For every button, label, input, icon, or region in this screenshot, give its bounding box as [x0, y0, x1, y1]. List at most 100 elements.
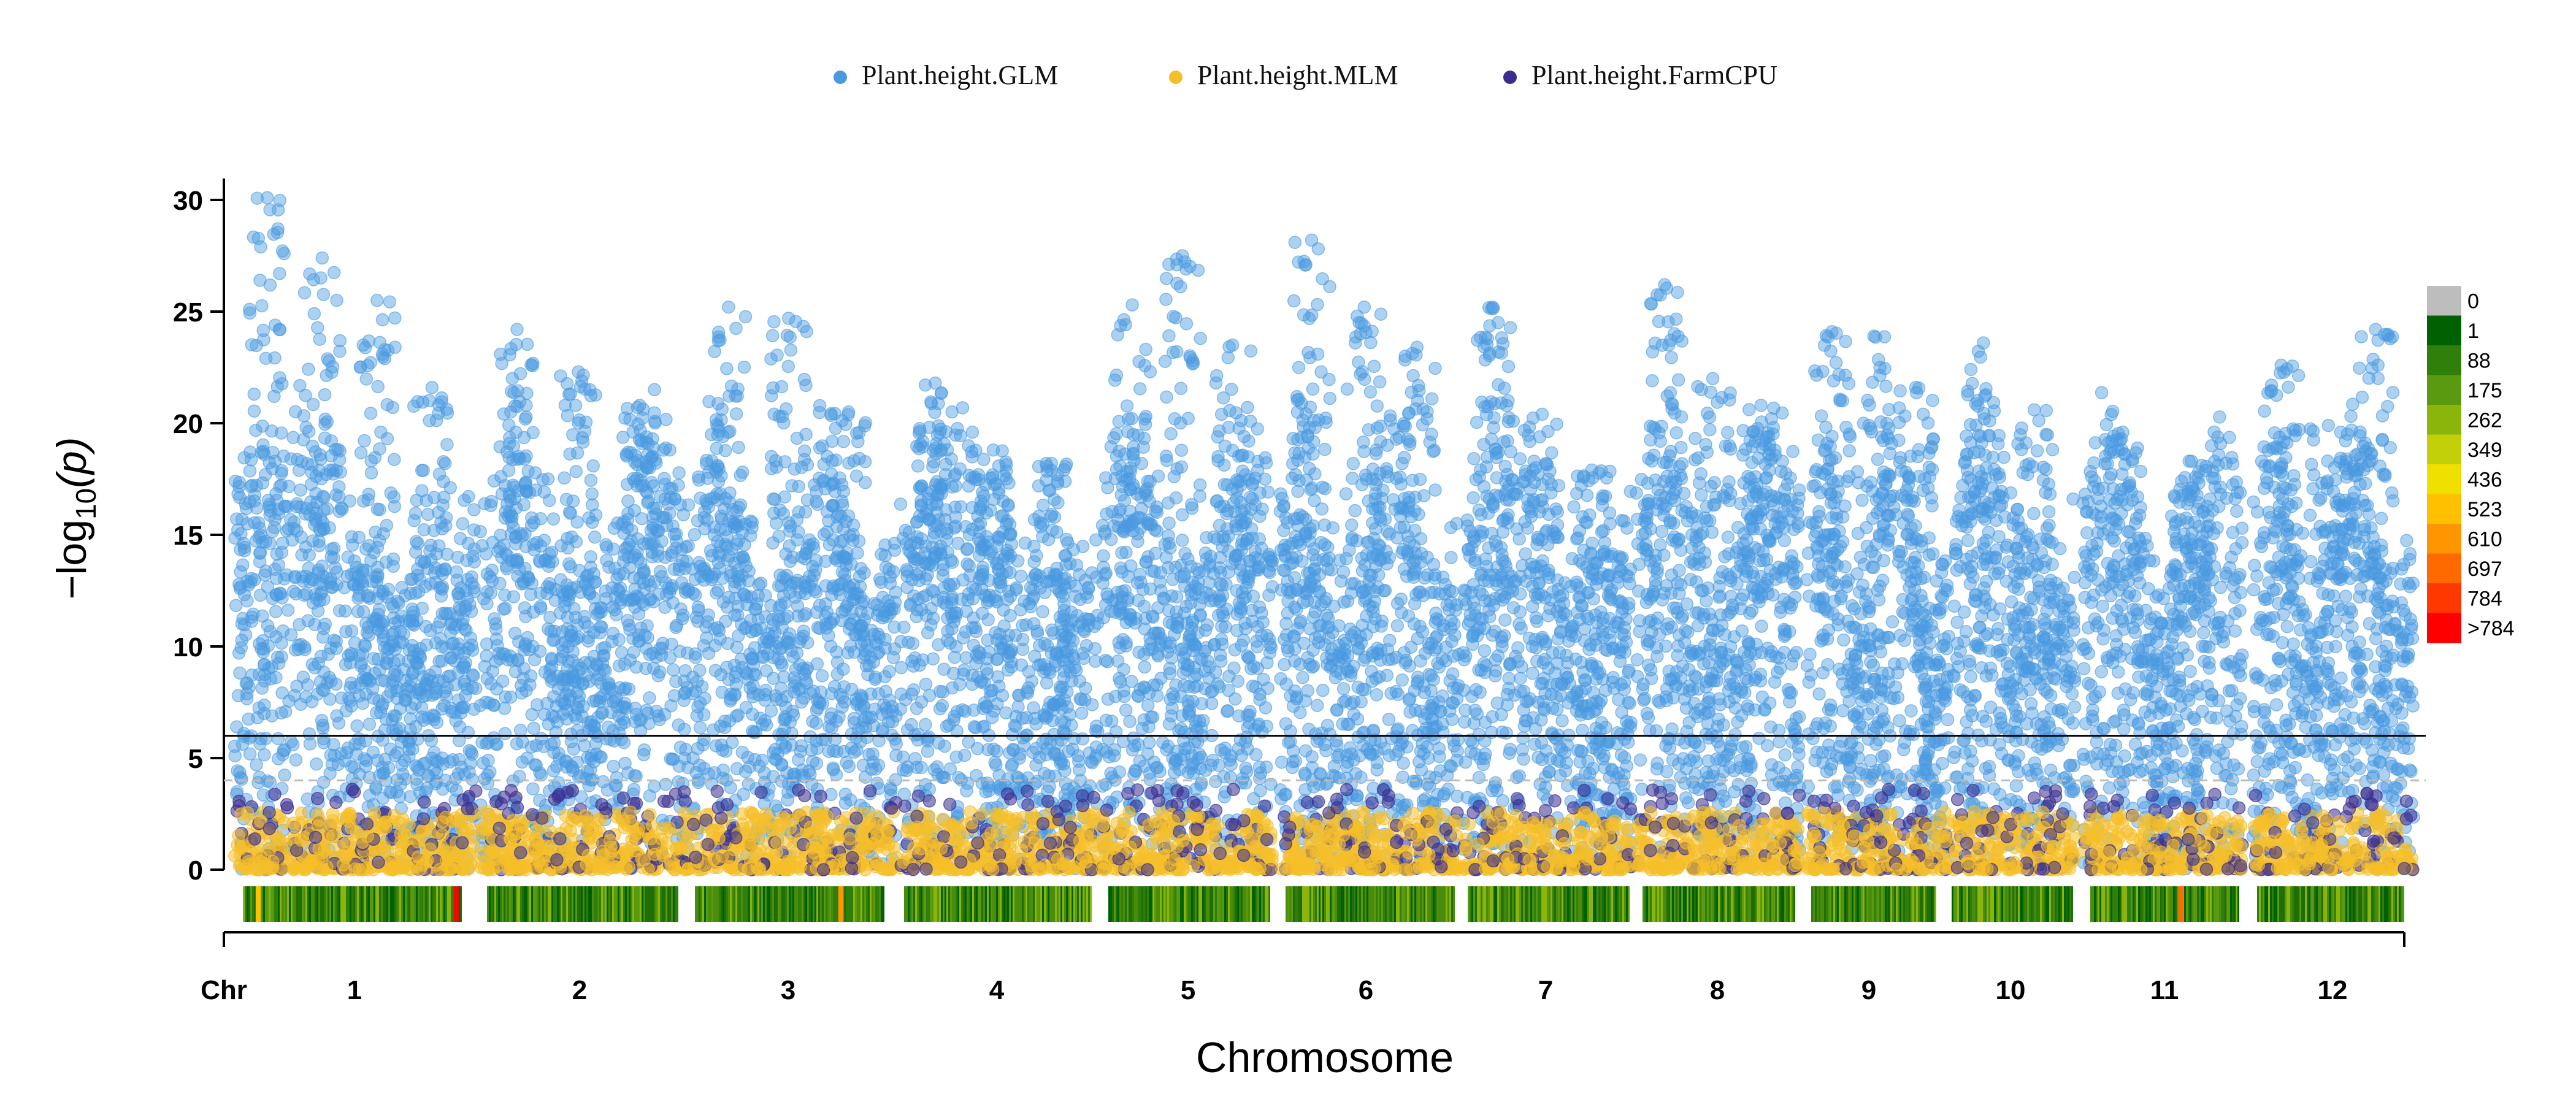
glm-point: [1209, 376, 1223, 390]
glm-point: [295, 570, 309, 584]
glm-point: [1228, 643, 1242, 657]
glm-point: [784, 738, 799, 752]
glm-point: [693, 721, 707, 735]
glm-point: [561, 532, 574, 545]
glm-point: [949, 428, 962, 442]
glm-point: [534, 602, 548, 615]
glm-point: [367, 651, 380, 665]
glm-point: [622, 682, 636, 696]
glm-point: [480, 672, 494, 686]
glm-point: [570, 515, 584, 529]
glm-point: [935, 699, 949, 713]
glm-point: [526, 782, 540, 795]
glm-point: [1127, 767, 1141, 781]
glm-point: [388, 749, 402, 762]
y-axis-label-var: (p): [48, 437, 95, 488]
glm-point: [236, 558, 250, 572]
glm-point: [1214, 500, 1227, 513]
glm-point: [519, 540, 533, 553]
glm-point: [607, 759, 620, 773]
glm-point: [451, 550, 465, 564]
glm-point: [1164, 427, 1178, 440]
glm-point: [297, 588, 311, 602]
glm-point: [480, 649, 493, 663]
glm-point: [1336, 682, 1351, 696]
glm-point: [376, 633, 390, 646]
glm-point: [473, 524, 487, 539]
glm-point: [1046, 703, 1060, 717]
glm-point: [633, 399, 646, 412]
glm-point: [1140, 555, 1153, 569]
glm-point: [1108, 374, 1122, 387]
glm-point: [713, 548, 727, 562]
glm-point: [518, 601, 532, 615]
glm-point: [984, 472, 997, 485]
glm-point: [548, 624, 561, 638]
glm-point: [910, 761, 924, 774]
glm-point: [415, 601, 429, 615]
glm-point: [427, 713, 441, 727]
glm-point: [922, 421, 936, 434]
glm-point: [1056, 726, 1070, 740]
glm-point: [646, 479, 661, 493]
glm-point: [520, 751, 534, 765]
glm-point: [400, 682, 413, 696]
glm-point: [243, 464, 257, 478]
glm-point: [569, 465, 583, 478]
glm-point: [305, 439, 320, 453]
glm-point: [1128, 739, 1141, 753]
glm-point: [1143, 517, 1157, 531]
glm-point: [736, 466, 749, 479]
glm-point: [826, 476, 840, 490]
glm-point: [1121, 594, 1135, 608]
glm-point: [1214, 593, 1227, 607]
glm-point: [484, 586, 497, 600]
glm-point: [664, 699, 678, 713]
glm-point: [369, 570, 383, 584]
glm-point: [959, 651, 973, 665]
glm-point: [907, 683, 921, 697]
glm-point: [782, 636, 796, 650]
glm-point: [352, 531, 366, 544]
glm-point: [415, 464, 429, 477]
glm-point: [997, 641, 1010, 654]
glm-point: [273, 480, 286, 493]
scatter-points: [228, 191, 2420, 876]
glm-point: [1113, 675, 1127, 689]
glm-point: [1382, 713, 1396, 726]
glm-point: [1191, 575, 1205, 589]
glm-point: [718, 502, 731, 516]
glm-point: [813, 405, 826, 420]
glm-point: [453, 532, 467, 545]
glm-point: [798, 444, 811, 458]
glm-point: [667, 527, 681, 541]
glm-point: [621, 614, 635, 627]
glm-point: [770, 348, 784, 362]
glm-point: [610, 691, 623, 705]
glm-point: [611, 516, 624, 530]
glm-point: [838, 796, 853, 810]
glm-point: [1191, 263, 1205, 277]
glm-point: [1253, 688, 1267, 701]
glm-point: [232, 577, 246, 591]
glm-point: [1159, 450, 1173, 463]
glm-point: [737, 360, 751, 374]
glm-point: [849, 587, 862, 601]
glm-point: [256, 438, 270, 452]
glm-point: [316, 288, 331, 301]
glm-point: [505, 372, 519, 385]
glm-point: [330, 709, 343, 723]
glm-point: [1255, 502, 1269, 516]
glm-point: [704, 492, 718, 505]
glm-point: [303, 737, 317, 751]
glm-point: [1169, 311, 1183, 324]
glm-point: [914, 494, 928, 508]
glm-point: [406, 667, 420, 680]
glm-point: [1382, 527, 1397, 541]
glm-point: [277, 744, 290, 757]
glm-point: [584, 473, 598, 487]
glm-point: [372, 603, 386, 616]
glm-point: [351, 732, 366, 746]
glm-point: [493, 577, 507, 590]
glm-point: [1003, 527, 1016, 541]
